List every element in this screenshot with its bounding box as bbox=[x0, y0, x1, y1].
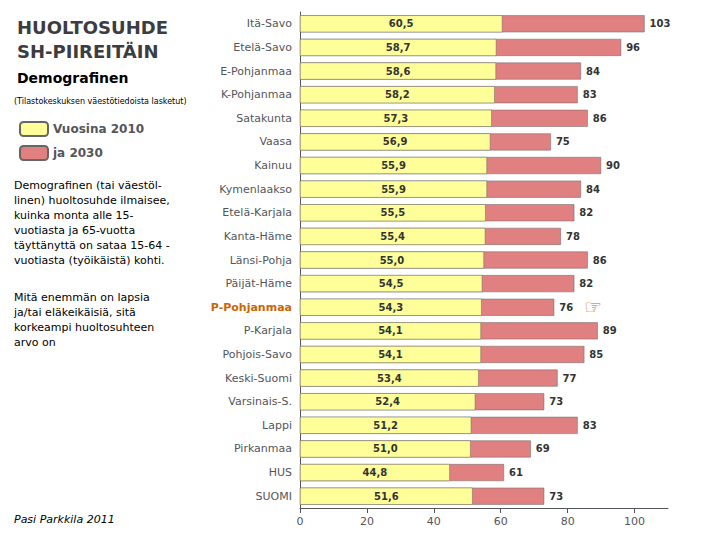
svg-text:82: 82 bbox=[579, 207, 593, 218]
svg-text:Vuosina 2010: Vuosina 2010 bbox=[53, 122, 144, 136]
svg-text:86: 86 bbox=[593, 113, 607, 124]
svg-text:96: 96 bbox=[626, 42, 640, 53]
svg-text:Etelä-Savo: Etelä-Savo bbox=[233, 41, 292, 54]
svg-text:Kanta-Häme: Kanta-Häme bbox=[224, 230, 292, 243]
svg-text:vuotiasta (työikäistä) kohti.: vuotiasta (työikäistä) kohti. bbox=[14, 254, 165, 267]
svg-text:0: 0 bbox=[297, 515, 304, 528]
svg-text:P-Karjala: P-Karjala bbox=[244, 324, 292, 337]
svg-text:61: 61 bbox=[509, 467, 523, 478]
svg-text:Itä-Savo: Itä-Savo bbox=[247, 17, 293, 30]
svg-text:K-Pohjanmaa: K-Pohjanmaa bbox=[221, 88, 292, 101]
svg-text:linen) huoltosuhde ilmaisee,: linen) huoltosuhde ilmaisee, bbox=[14, 194, 170, 207]
svg-text:Lappi: Lappi bbox=[262, 419, 292, 432]
svg-text:57,3: 57,3 bbox=[384, 113, 409, 124]
svg-text:53,4: 53,4 bbox=[377, 373, 402, 384]
svg-text:44,8: 44,8 bbox=[363, 467, 388, 478]
svg-text:Pohjois-Savo: Pohjois-Savo bbox=[223, 348, 293, 361]
svg-text:89: 89 bbox=[603, 325, 617, 336]
svg-text:SH-PIIREITÄIN: SH-PIIREITÄIN bbox=[17, 41, 159, 62]
svg-text:55,9: 55,9 bbox=[381, 184, 406, 195]
svg-text:55,5: 55,5 bbox=[380, 207, 405, 218]
svg-text:52,4: 52,4 bbox=[375, 396, 400, 407]
svg-text:55,9: 55,9 bbox=[381, 160, 406, 171]
svg-text:SUOMI: SUOMI bbox=[256, 490, 292, 503]
svg-text:ja/tai eläkeikäisiä, sitä: ja/tai eläkeikäisiä, sitä bbox=[13, 306, 136, 319]
svg-text:51,0: 51,0 bbox=[373, 443, 398, 454]
svg-text:Kymenlaakso: Kymenlaakso bbox=[219, 183, 292, 196]
svg-text:69: 69 bbox=[536, 443, 550, 454]
svg-text:58,7: 58,7 bbox=[386, 42, 411, 53]
svg-text:Etelä-Karjala: Etelä-Karjala bbox=[222, 206, 292, 219]
svg-text:80: 80 bbox=[561, 515, 575, 528]
svg-text:54,1: 54,1 bbox=[378, 325, 403, 336]
svg-text:60,5: 60,5 bbox=[389, 18, 414, 29]
svg-text:58,6: 58,6 bbox=[386, 66, 411, 77]
svg-text:76: 76 bbox=[559, 302, 573, 313]
svg-text:54,5: 54,5 bbox=[379, 278, 404, 289]
svg-text:86: 86 bbox=[593, 255, 607, 266]
svg-text:73: 73 bbox=[549, 491, 563, 502]
svg-text:Kainuu: Kainuu bbox=[254, 159, 292, 172]
svg-text:83: 83 bbox=[583, 89, 597, 100]
svg-text:56,9: 56,9 bbox=[383, 136, 408, 147]
svg-text:vuotiasta ja 65-vuotta: vuotiasta ja 65-vuotta bbox=[14, 224, 135, 237]
svg-text:kuinka monta alle 15-: kuinka monta alle 15- bbox=[14, 209, 134, 222]
svg-text:☞: ☞ bbox=[584, 295, 602, 319]
svg-text:(Tilastokeskuksen väestötiedoi: (Tilastokeskuksen väestötiedoista lasket… bbox=[14, 97, 187, 106]
svg-text:20: 20 bbox=[360, 515, 374, 528]
svg-text:103: 103 bbox=[650, 18, 671, 29]
svg-text:60: 60 bbox=[494, 515, 508, 528]
svg-text:Keski-Suomi: Keski-Suomi bbox=[225, 372, 292, 385]
svg-text:HUS: HUS bbox=[269, 466, 292, 479]
svg-text:Länsi-Pohja: Länsi-Pohja bbox=[230, 254, 292, 267]
svg-text:Päijät-Häme: Päijät-Häme bbox=[225, 277, 292, 290]
svg-text:73: 73 bbox=[549, 396, 563, 407]
svg-text:E-Pohjanmaa: E-Pohjanmaa bbox=[220, 65, 292, 78]
svg-text:arvo on: arvo on bbox=[14, 336, 56, 349]
svg-text:Mitä enemmän on lapsia: Mitä enemmän on lapsia bbox=[14, 291, 150, 304]
svg-text:78: 78 bbox=[566, 231, 580, 242]
svg-text:Satakunta: Satakunta bbox=[236, 112, 292, 125]
svg-text:ja 2030: ja 2030 bbox=[52, 146, 103, 160]
svg-text:82: 82 bbox=[579, 278, 593, 289]
svg-text:Demografinen: Demografinen bbox=[17, 70, 129, 86]
svg-text:Vaasa: Vaasa bbox=[259, 135, 292, 148]
svg-text:54,3: 54,3 bbox=[378, 302, 403, 313]
svg-text:51,6: 51,6 bbox=[374, 491, 399, 502]
svg-text:Varsinais-S.: Varsinais-S. bbox=[228, 395, 292, 408]
svg-text:77: 77 bbox=[563, 373, 577, 384]
svg-text:75: 75 bbox=[556, 136, 570, 147]
svg-text:84: 84 bbox=[586, 184, 600, 195]
svg-text:84: 84 bbox=[586, 66, 600, 77]
svg-text:51,2: 51,2 bbox=[373, 420, 398, 431]
svg-text:HUOLTOSUHDE: HUOLTOSUHDE bbox=[17, 17, 168, 38]
svg-text:83: 83 bbox=[583, 420, 597, 431]
svg-text:55,0: 55,0 bbox=[380, 255, 405, 266]
svg-text:Pirkanmaa: Pirkanmaa bbox=[234, 442, 292, 455]
svg-text:100: 100 bbox=[624, 515, 645, 528]
svg-text:40: 40 bbox=[427, 515, 441, 528]
svg-text:Pasi Parkkila 2011: Pasi Parkkila 2011 bbox=[14, 513, 115, 526]
svg-text:85: 85 bbox=[589, 349, 603, 360]
svg-text:Demografinen (tai väestöl-: Demografinen (tai väestöl- bbox=[14, 179, 162, 192]
svg-text:58,2: 58,2 bbox=[385, 89, 410, 100]
svg-text:90: 90 bbox=[606, 160, 620, 171]
svg-text:55,4: 55,4 bbox=[380, 231, 405, 242]
svg-text:täyttänyttä on sataa 15-64 -: täyttänyttä on sataa 15-64 - bbox=[14, 239, 170, 252]
svg-text:54,1: 54,1 bbox=[378, 349, 403, 360]
svg-text:P-Pohjanmaa: P-Pohjanmaa bbox=[211, 301, 292, 314]
svg-text:korkeampi huoltosuhteen: korkeampi huoltosuhteen bbox=[14, 321, 154, 334]
